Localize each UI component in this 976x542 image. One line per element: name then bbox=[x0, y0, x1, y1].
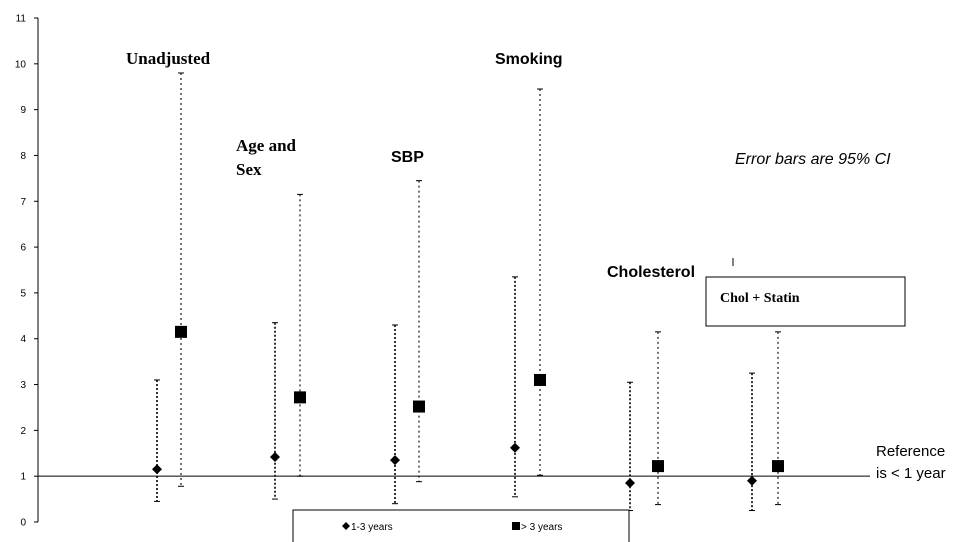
y-tick-label: 5 bbox=[20, 288, 26, 299]
group-label-age-line2: Sex bbox=[236, 160, 262, 179]
point-over-3-years bbox=[772, 460, 784, 473]
y-tick-label: 7 bbox=[20, 197, 26, 208]
group-label-smoking: Smoking bbox=[495, 51, 563, 68]
point-1-3-years bbox=[510, 442, 520, 453]
point-over-3-years bbox=[175, 325, 187, 338]
group-label-chol-statin: Chol + Statin bbox=[720, 291, 800, 306]
reference-label-line1: Reference bbox=[876, 443, 945, 460]
point-over-3-years bbox=[413, 400, 425, 413]
y-tick-label: 10 bbox=[15, 59, 27, 70]
point-1-3-years bbox=[747, 475, 757, 486]
y-tick-label: 8 bbox=[20, 151, 26, 162]
point-over-3-years bbox=[294, 391, 306, 404]
point-1-3-years bbox=[270, 451, 280, 462]
y-tick-label: 6 bbox=[20, 243, 26, 254]
y-tick-label: 0 bbox=[20, 518, 26, 529]
point-1-3-years bbox=[390, 455, 400, 466]
legend-label-series2: > 3 years bbox=[521, 522, 562, 533]
y-tick-label: 11 bbox=[16, 14, 27, 25]
data-marks bbox=[152, 72, 784, 512]
chol-statin-box bbox=[705, 276, 906, 327]
y-tick-label: 2 bbox=[20, 426, 26, 437]
y-tick-label: 9 bbox=[20, 105, 26, 116]
legend-marker-diamond bbox=[342, 522, 350, 530]
legend-marker-square bbox=[512, 522, 520, 530]
point-1-3-years bbox=[152, 464, 162, 475]
group-label-unadjusted: Unadjusted bbox=[126, 49, 211, 68]
y-tick-label: 1 bbox=[20, 472, 26, 483]
y-tick-label: 4 bbox=[20, 334, 26, 345]
group-label-cholesterol: Cholesterol bbox=[607, 264, 695, 281]
group-label-age-line1: Age and bbox=[236, 136, 297, 155]
point-1-3-years bbox=[625, 478, 635, 489]
y-tick-label: 3 bbox=[20, 380, 26, 391]
reference-label-line2: is < 1 year bbox=[876, 465, 946, 482]
point-over-3-years bbox=[652, 460, 664, 473]
legend-label-series1: 1-3 years bbox=[351, 522, 393, 533]
point-over-3-years bbox=[534, 373, 546, 386]
group-label-sbp: SBP bbox=[391, 149, 424, 166]
ci-annotation: Error bars are 95% CI bbox=[735, 151, 891, 168]
y-axis-ticks: 0 1 2 3 4 5 6 7 8 9 10 11 bbox=[15, 14, 38, 529]
